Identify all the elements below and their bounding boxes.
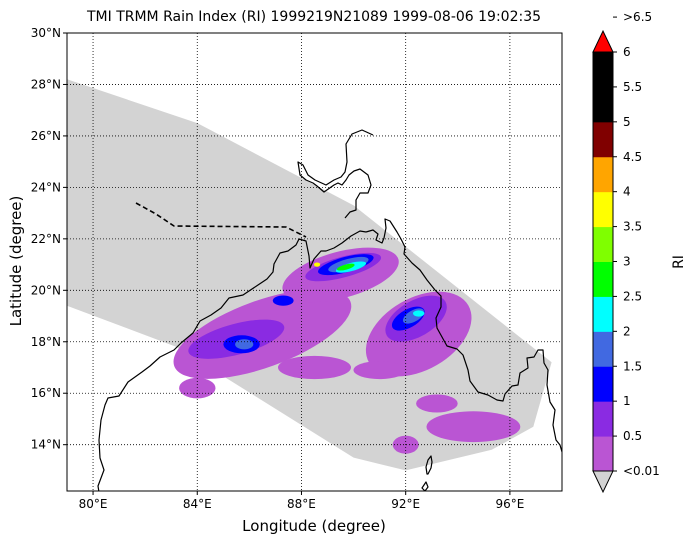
colorbar-segment	[593, 191, 613, 228]
latitude-ticks: 14°N 16°N 18°N 20°N 22°N 24°N 26°N 28°N 30°N	[31, 26, 67, 452]
colorbar-segment	[593, 86, 613, 123]
x-tick-label: 92°E	[391, 497, 420, 511]
x-tick-label: 88°E	[287, 497, 316, 511]
colorbar-tick-label: 1	[623, 394, 631, 408]
y-tick-label: 26°N	[31, 129, 61, 143]
colorbar-tick-label: 2.5	[623, 289, 642, 303]
rain-cell	[416, 394, 458, 413]
india-east-coastline	[97, 230, 367, 491]
rain-cell	[413, 310, 425, 317]
colorbar-tick-label: 3	[623, 255, 631, 269]
colorbar-tick-label: 6	[623, 45, 631, 59]
map-plot-area: 80°E 84°E 88°E 92°E 96°E 14°N 16°N 18°N 20°N 22°…	[31, 26, 563, 511]
rain-cell	[336, 263, 355, 271]
x-tick-label: 84°E	[183, 497, 212, 511]
northeast-river-outline	[297, 129, 374, 219]
x-tick-label: 80°E	[79, 497, 108, 511]
rain-cell	[426, 411, 521, 443]
rain-index-colorbar: <0.01 0.5 1 1.5 2 2.5 3 3.5 4 4.5 5 5.5 6 >6.5	[592, 10, 660, 494]
rain-cell	[272, 295, 294, 306]
rain-cell	[235, 339, 254, 350]
y-tick-label: 30°N	[31, 26, 61, 40]
andaman-island-outline	[425, 455, 433, 475]
rain-cell	[353, 361, 406, 380]
y-tick-label: 14°N	[31, 438, 61, 452]
rain-cell	[278, 355, 351, 380]
colorbar-under-arrow	[592, 470, 614, 494]
coastline	[97, 129, 562, 491]
border-dashed-line	[135, 202, 307, 238]
y-tick-label: 20°N	[31, 283, 61, 297]
colorbar-segment	[593, 401, 613, 437]
rain-cell	[179, 377, 216, 399]
y-tick-label: 16°N	[31, 386, 61, 400]
longitude-ticks: 80°E 84°E 88°E 92°E 96°E	[79, 491, 524, 511]
colorbar-segment	[593, 296, 613, 332]
colorbar-tick-label: 5	[623, 115, 631, 129]
colorbar-segment	[593, 331, 613, 367]
map-title: TMI TRMM Rain Index (RI) 1999219N21089 1…	[86, 9, 541, 25]
colorbar-tick-label: >6.5	[623, 10, 652, 24]
colorbar-tick-label: 2	[623, 324, 631, 338]
colorbar-tick-label: 1.5	[623, 359, 642, 373]
y-tick-label: 18°N	[31, 335, 61, 349]
colorbar-tick-label: 0.5	[623, 429, 642, 443]
colorbar-tick-label: 5.5	[623, 80, 642, 94]
graticule-grid	[67, 32, 562, 491]
colorbar-segment	[593, 121, 613, 158]
colorbar-tick-label: 4.5	[623, 150, 642, 164]
map-frame	[66, 32, 563, 492]
rain-cell	[314, 262, 321, 267]
colorbar-segment	[593, 436, 613, 472]
colorbar-tick-label: <0.01	[623, 464, 660, 478]
bangladesh-myanmar-coastline	[365, 218, 562, 453]
colorbar-over-arrow	[592, 29, 614, 53]
colorbar-label: RI	[671, 255, 687, 269]
y-tick-label: 28°N	[31, 77, 61, 91]
rain-index-field	[173, 247, 521, 454]
colorbar-segment	[593, 261, 613, 297]
colorbar-tick-label: 4	[623, 185, 631, 199]
colorbar-segment	[593, 366, 613, 402]
y-axis-label: Latitude (degree)	[7, 196, 25, 327]
colorbar-segment	[593, 52, 613, 88]
colorbar-segment	[593, 226, 613, 262]
colorbar-tick-label: 3.5	[623, 220, 642, 234]
x-axis-label: Longitude (degree)	[242, 517, 386, 535]
colorbar-segment	[593, 156, 613, 193]
andaman-islet-outline	[421, 481, 429, 491]
y-tick-label: 24°N	[31, 180, 61, 194]
x-tick-label: 96°E	[495, 497, 524, 511]
y-tick-label: 22°N	[31, 232, 61, 246]
